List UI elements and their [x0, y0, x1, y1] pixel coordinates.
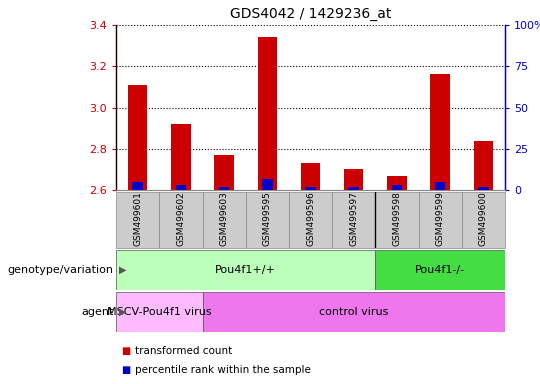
Bar — [478, 187, 489, 190]
Text: GSM499600: GSM499600 — [479, 191, 488, 246]
Bar — [262, 179, 273, 190]
Text: GSM499598: GSM499598 — [393, 191, 401, 246]
Bar — [435, 182, 446, 190]
Bar — [387, 175, 407, 190]
Bar — [305, 187, 316, 190]
Text: GSM499597: GSM499597 — [349, 191, 358, 246]
Bar — [116, 250, 375, 290]
Bar — [462, 192, 505, 248]
Bar — [159, 192, 202, 248]
Bar — [132, 182, 143, 190]
Bar — [246, 192, 289, 248]
Text: GSM499596: GSM499596 — [306, 191, 315, 246]
Text: GSM499603: GSM499603 — [220, 191, 228, 246]
Text: Pou4f1+/+: Pou4f1+/+ — [215, 265, 276, 275]
Text: agent: agent — [81, 307, 113, 317]
Bar — [116, 292, 202, 332]
Bar — [348, 187, 359, 190]
Bar — [392, 185, 402, 190]
Text: GSM499601: GSM499601 — [133, 191, 142, 246]
Text: ■: ■ — [122, 346, 131, 356]
Text: Pou4f1-/-: Pou4f1-/- — [415, 265, 465, 275]
Text: MSCV-Pou4f1 virus: MSCV-Pou4f1 virus — [107, 307, 212, 317]
Bar — [202, 292, 505, 332]
Bar — [128, 85, 147, 190]
Bar — [202, 192, 246, 248]
Bar — [258, 37, 277, 190]
Bar — [332, 192, 375, 248]
Bar — [116, 192, 159, 248]
Bar — [214, 155, 234, 190]
Bar — [375, 250, 505, 290]
Text: GSM499599: GSM499599 — [436, 191, 444, 246]
Bar — [474, 141, 493, 190]
Bar — [176, 185, 186, 190]
Bar — [171, 124, 191, 190]
Bar — [375, 192, 418, 248]
Text: ■: ■ — [122, 365, 131, 375]
Bar — [289, 192, 332, 248]
Text: genotype/variation: genotype/variation — [8, 265, 113, 275]
Text: ▶: ▶ — [119, 307, 126, 317]
Title: GDS4042 / 1429236_at: GDS4042 / 1429236_at — [230, 7, 391, 21]
Text: transformed count: transformed count — [135, 346, 232, 356]
Bar — [344, 169, 363, 190]
Text: GSM499595: GSM499595 — [263, 191, 272, 246]
Text: ▶: ▶ — [119, 265, 126, 275]
Bar — [301, 163, 320, 190]
Bar — [219, 187, 230, 190]
Text: percentile rank within the sample: percentile rank within the sample — [135, 365, 311, 375]
Bar — [430, 74, 450, 190]
Bar — [418, 192, 462, 248]
Text: control virus: control virus — [319, 307, 388, 317]
Text: GSM499602: GSM499602 — [177, 191, 185, 246]
